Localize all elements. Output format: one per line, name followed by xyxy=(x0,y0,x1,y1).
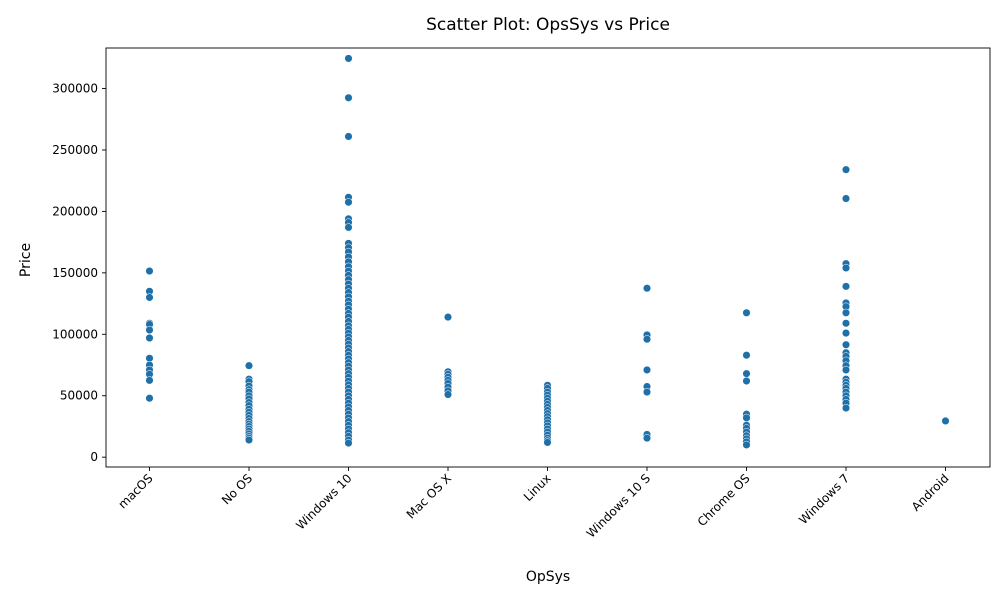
plot-frame xyxy=(105,47,991,468)
x-tick-label: Windows 10 S xyxy=(584,471,653,540)
data-point xyxy=(642,284,652,293)
data-point xyxy=(642,365,652,374)
data-point xyxy=(443,313,453,322)
y-tick-label: 0 xyxy=(90,450,98,464)
data-point xyxy=(145,333,154,343)
data-point xyxy=(742,351,751,360)
x-tick-label: Windows 7 xyxy=(796,471,852,527)
data-point xyxy=(742,308,751,317)
y-axis-label: Price xyxy=(18,243,34,277)
data-point xyxy=(742,440,751,449)
data-point xyxy=(742,369,751,378)
data-point xyxy=(145,354,154,363)
data-point xyxy=(841,329,851,338)
x-tick-label: macOS xyxy=(116,471,156,511)
y-tick-label: 200000 xyxy=(52,204,98,218)
x-tick-label: No OS xyxy=(219,471,255,507)
data-point xyxy=(742,413,751,422)
data-point xyxy=(642,387,652,397)
x-axis-ticks: macOS No OS Windows 10 Mac OS X Linux Windows… xyxy=(116,467,952,541)
data-point xyxy=(344,223,353,232)
x-tick-label: Chrome OS xyxy=(695,471,753,529)
data-point xyxy=(841,319,851,328)
data-point xyxy=(941,416,950,425)
data-points xyxy=(145,54,950,449)
data-point xyxy=(145,394,154,403)
data-point xyxy=(642,335,652,344)
x-axis-label: OpSys xyxy=(526,569,570,585)
y-tick-label: 300000 xyxy=(52,82,98,96)
x-tick-label: Linux xyxy=(521,471,554,504)
data-point xyxy=(841,308,851,317)
data-point xyxy=(244,435,254,445)
data-point xyxy=(443,390,453,399)
data-point xyxy=(344,93,353,102)
x-tick-label: Android xyxy=(909,471,952,514)
x-tick-label: Windows 10 xyxy=(293,471,354,532)
data-point xyxy=(841,365,851,374)
y-tick-label: 150000 xyxy=(52,266,98,280)
data-point xyxy=(742,376,751,386)
data-point xyxy=(841,403,851,413)
data-point xyxy=(841,340,851,349)
y-tick-label: 50000 xyxy=(60,389,98,403)
y-tick-label: 250000 xyxy=(52,143,98,157)
y-axis-ticks: 0 50000 100000 150000 200000 250000 300000 xyxy=(52,82,106,464)
x-tick-label: Mac OS X xyxy=(404,471,454,521)
data-point xyxy=(543,438,552,447)
data-point xyxy=(344,132,353,141)
y-tick-label: 100000 xyxy=(52,327,98,341)
data-point xyxy=(344,198,353,207)
data-point xyxy=(145,266,154,276)
data-point xyxy=(145,293,154,302)
data-point xyxy=(841,263,851,272)
data-point xyxy=(344,438,353,448)
data-point xyxy=(642,434,652,443)
data-point xyxy=(841,194,851,203)
plot-area xyxy=(105,47,991,468)
data-point xyxy=(145,325,154,335)
data-point xyxy=(841,282,851,291)
data-point xyxy=(244,361,254,370)
chart-title: Scatter Plot: OpsSys vs Price xyxy=(426,15,670,35)
data-point xyxy=(344,54,353,63)
data-point xyxy=(145,376,154,385)
data-point xyxy=(841,165,851,174)
